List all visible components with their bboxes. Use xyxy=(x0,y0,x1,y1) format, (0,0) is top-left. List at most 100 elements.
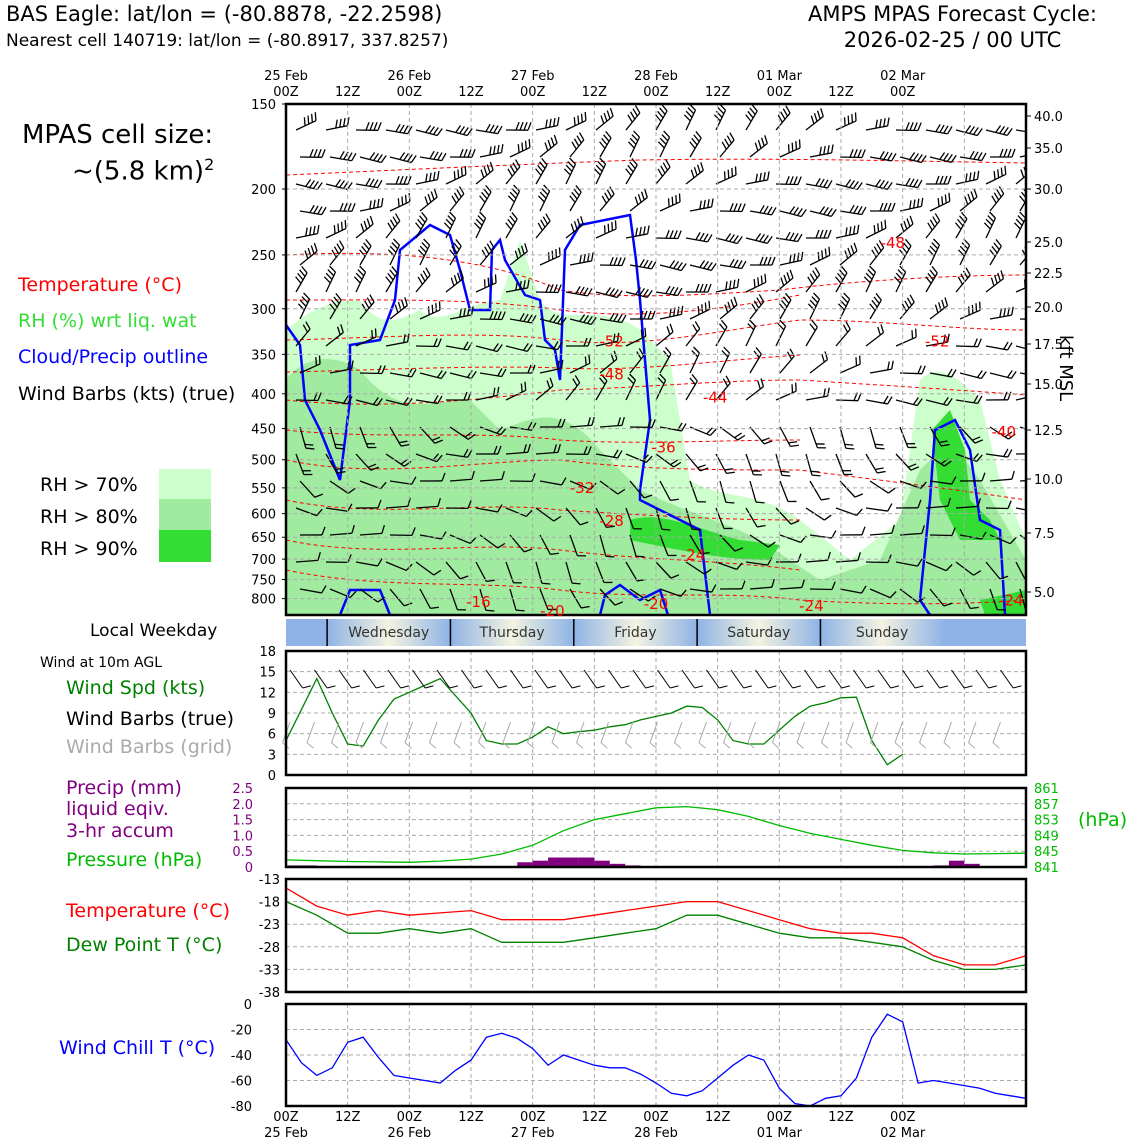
weekday-cell xyxy=(327,619,451,646)
top-time-tick: 00Z xyxy=(643,85,669,100)
wind-y-tick: 0 xyxy=(268,769,276,784)
wind-barb xyxy=(473,211,487,239)
wind-frame xyxy=(284,649,1028,777)
wind-barb xyxy=(989,534,1017,545)
wind-barb xyxy=(749,534,776,548)
wind-barb xyxy=(929,297,949,320)
wind-barb xyxy=(595,287,623,299)
wind-barb xyxy=(355,328,377,347)
cloud-outline-path xyxy=(918,418,1007,615)
wind-barbs-xsec xyxy=(295,104,1026,612)
bottom-time-tick: 12Z xyxy=(335,1110,361,1125)
precip-label-2: liquid eqiv. xyxy=(66,798,169,820)
pressure-y-tick: 845 xyxy=(1034,845,1059,860)
temp-contour-label: -32 xyxy=(570,479,595,497)
wind-barb xyxy=(569,132,585,158)
wind-barb xyxy=(569,480,597,491)
wind-barb xyxy=(745,273,767,293)
bottom-time-tick: 12Z xyxy=(828,1110,854,1125)
grid-wind-barb xyxy=(527,721,536,749)
wind-barb xyxy=(475,161,494,185)
wind-speed-label: Wind Spd (kts) xyxy=(66,677,206,699)
wind-barb xyxy=(565,561,581,585)
wind-barb xyxy=(329,588,357,599)
pressure-tick-label: 450 xyxy=(251,423,276,438)
pressure-y-tick: 861 xyxy=(1034,782,1059,797)
top-time-tick: 00Z xyxy=(273,85,299,100)
grid-wind-barb xyxy=(894,721,903,749)
wind-barb xyxy=(415,125,443,137)
wind-barb xyxy=(955,125,983,137)
cloud-outline-path xyxy=(286,213,712,615)
pressure-tick-label: 600 xyxy=(251,508,276,523)
frames xyxy=(284,102,1028,1108)
wind-barb xyxy=(983,211,997,239)
wind-barb xyxy=(385,123,413,135)
kft-tick-label: 17.5 xyxy=(1034,338,1063,353)
cell-size-value: ~(5.8 km)2 xyxy=(72,155,214,187)
wind-barb xyxy=(359,198,384,212)
wind-barb xyxy=(655,507,671,531)
wind-barb xyxy=(295,265,308,293)
wind-barb xyxy=(719,203,746,213)
grid-wind-barb xyxy=(943,721,952,749)
wind-barb xyxy=(479,240,495,266)
wind-barb xyxy=(659,260,687,272)
wind-barb xyxy=(715,166,737,185)
wind-y-tick: 12 xyxy=(259,686,276,701)
top-time-tick: 12Z xyxy=(582,85,608,100)
pressure-tick-label: 700 xyxy=(251,553,276,568)
temp-contour xyxy=(286,499,801,521)
sfc-wind-barb xyxy=(730,669,753,689)
wind-barb xyxy=(683,104,697,131)
wind-barb xyxy=(865,395,893,405)
wind-barb xyxy=(779,206,807,218)
top-time-tick: 12Z xyxy=(335,85,361,100)
wind-barb xyxy=(749,294,765,320)
wind-barb xyxy=(715,319,728,347)
sfc-wind-barb xyxy=(828,669,851,689)
wind-barb xyxy=(629,310,656,320)
grid-wind-barb xyxy=(992,721,1001,749)
temp-contour-label: -24 xyxy=(799,597,824,615)
wind-barb xyxy=(869,202,896,212)
wind-barb xyxy=(869,480,896,494)
wind-barb xyxy=(537,184,551,212)
wind-barb xyxy=(955,267,971,293)
wind-barb xyxy=(899,426,917,449)
grid-wind-barb xyxy=(968,721,977,749)
axes: 1502002503003504004505005506006507007508… xyxy=(231,69,1063,1140)
wind-barb xyxy=(715,233,743,245)
wind-barb xyxy=(779,480,797,503)
top-date-label: 28 Feb xyxy=(634,69,678,84)
wind-barb xyxy=(929,527,956,537)
weekday-name: Friday xyxy=(614,625,656,641)
wind-barb xyxy=(625,507,642,530)
wind-barb xyxy=(865,554,892,564)
wind-barb xyxy=(505,343,533,353)
sfc-wind-barb xyxy=(779,669,802,689)
precip-bar xyxy=(609,863,626,867)
wind-barb xyxy=(989,588,1006,611)
wind-barb xyxy=(749,578,775,590)
legend-cloud: Cloud/Precip outline xyxy=(18,346,209,368)
grid-wind-barb xyxy=(429,721,438,749)
bottom-time-tick: 00Z xyxy=(520,1110,546,1125)
weekday-name: Sunday xyxy=(856,625,908,641)
kft-tick-label: 22.5 xyxy=(1034,267,1063,282)
sfc-wind-barb xyxy=(755,669,777,689)
wind-barb xyxy=(715,561,743,571)
wind-barb xyxy=(329,150,357,162)
wind-barb xyxy=(445,448,473,458)
wind-barb xyxy=(779,251,804,266)
sfc-wind-barb xyxy=(412,669,434,689)
wind-barb xyxy=(299,204,327,216)
wind-barb xyxy=(805,507,832,521)
wind-barb xyxy=(625,327,647,347)
wind-barb xyxy=(835,179,863,191)
weekday-cell xyxy=(450,619,574,646)
sfc-wind-barb xyxy=(338,669,361,689)
wind-barb xyxy=(895,453,920,471)
wind-barb xyxy=(325,554,352,564)
sfc-wind-barb xyxy=(853,669,875,689)
